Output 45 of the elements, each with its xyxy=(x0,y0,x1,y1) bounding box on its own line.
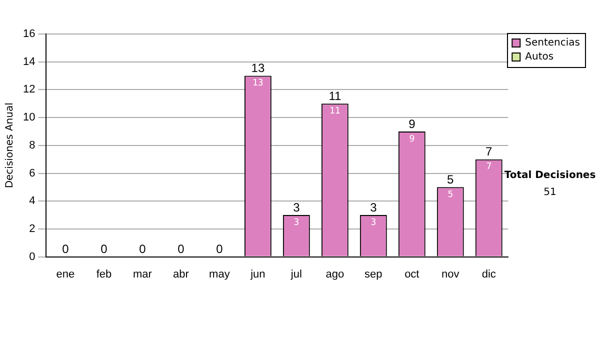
x-tick-label: jun xyxy=(250,268,266,280)
legend-label: Autos xyxy=(525,52,554,63)
total-label: 13 xyxy=(251,61,265,76)
total-label: 11 xyxy=(328,88,342,103)
x-tick-label: nov xyxy=(442,268,460,280)
total-label: 9 xyxy=(408,116,416,131)
total-label: 0 xyxy=(139,242,146,256)
y-tick-label: 12 xyxy=(22,84,36,96)
x-tick-label: sep xyxy=(364,268,382,280)
total-label: 0 xyxy=(62,242,70,256)
x-tick-label: oct xyxy=(404,268,420,280)
data-label: 3 xyxy=(294,218,300,228)
total-label: 0 xyxy=(216,242,224,256)
x-tick-label: abr xyxy=(173,268,190,280)
y-tick-label: 4 xyxy=(29,195,36,208)
total-label: 0 xyxy=(178,242,185,256)
x-tick-label: ene xyxy=(56,268,75,280)
x-tick-label: jul xyxy=(290,268,302,280)
total-label: 3 xyxy=(293,200,300,214)
x-tick-label: dic xyxy=(482,268,496,280)
data-label: 9 xyxy=(409,134,415,144)
annotation: Total Decisiones xyxy=(503,170,597,181)
y-tick-label: 2 xyxy=(29,222,36,235)
y-tick-label: 16 xyxy=(22,28,36,40)
data-label: 7 xyxy=(486,162,492,172)
data-label: 3 xyxy=(370,218,376,228)
y-tick-label: 0 xyxy=(29,250,36,263)
total-label: 0 xyxy=(100,242,108,256)
x-tick-label: mar xyxy=(132,268,152,280)
x-tick-label: ago xyxy=(326,268,344,280)
y-tick-label: 8 xyxy=(29,139,36,152)
total-label: 5 xyxy=(447,172,454,186)
x-tick-label: may xyxy=(209,268,230,280)
data-label: 5 xyxy=(448,190,454,200)
y-axis-title: Decisiones Anual xyxy=(4,102,16,188)
y-tick-label: 6 xyxy=(29,167,36,180)
x-tick-label: feb xyxy=(96,268,112,280)
y-tick-label: 14 xyxy=(22,56,36,68)
total-label: 7 xyxy=(486,144,493,159)
legend-label: Sentencias xyxy=(525,38,580,49)
total-label: 3 xyxy=(370,200,378,214)
y-tick-label: 10 xyxy=(22,112,36,124)
text: 51 xyxy=(542,187,558,198)
data-label: 11 xyxy=(330,106,340,116)
data-label: 13 xyxy=(252,78,264,89)
